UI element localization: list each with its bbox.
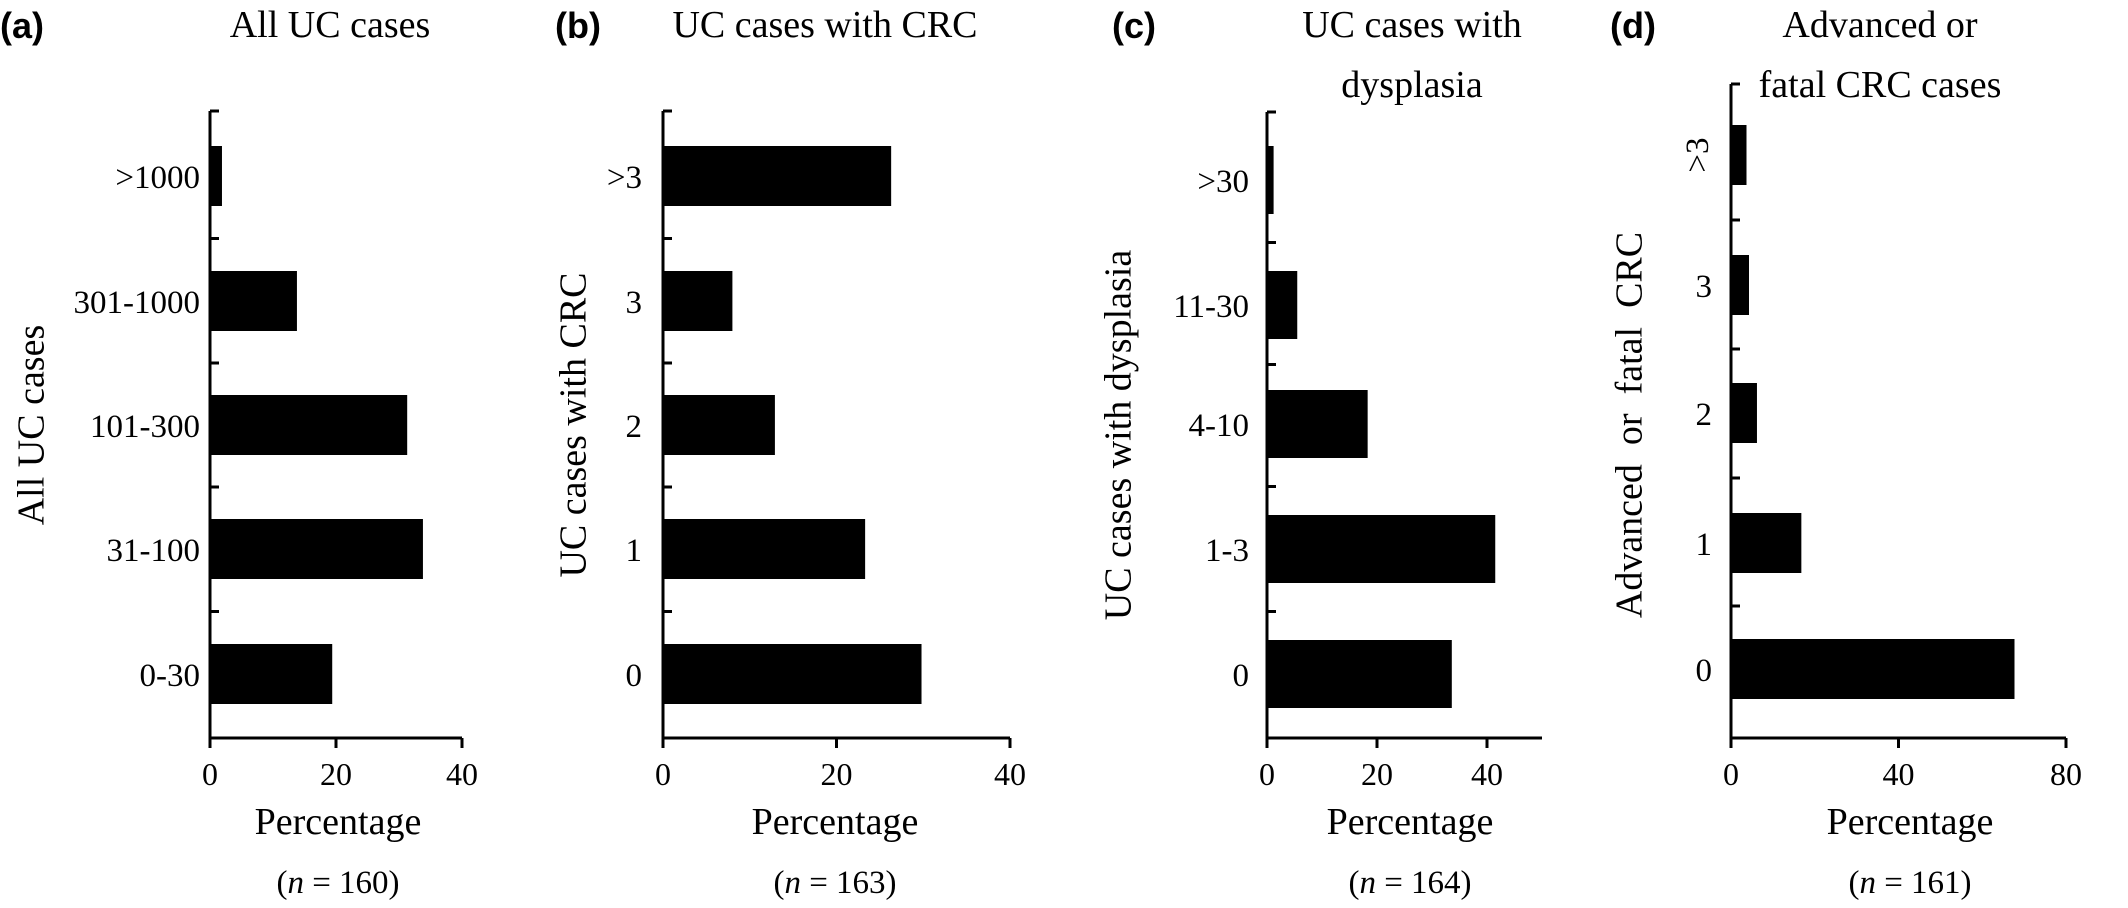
category-label: 2: [626, 409, 643, 445]
category-label: 301-1000: [74, 285, 201, 321]
y-axis-label: UC cases with dysplasia: [1098, 250, 1140, 621]
bar-2: [663, 395, 775, 455]
bar-1: [663, 519, 866, 579]
chart-panel-a: (a) All UC cases 0-30 31-100 101-300 301-1000…: [0, 4, 478, 901]
x-axis-label: Percentage: [752, 801, 919, 843]
bar-0: [663, 644, 922, 704]
chart-panel-c: (c) UC cases with dysplasia 0 1-3 4-10 11-30 >3…: [1098, 4, 1542, 901]
sample-size-note: (n = 163): [773, 865, 896, 901]
panel-title: UC cases with: [1302, 4, 1522, 46]
x-tick-label: 20: [1361, 756, 1393, 792]
category-label: 101-300: [90, 409, 200, 445]
x-tick-label: 40: [994, 756, 1026, 792]
bar-0: [1731, 639, 2015, 699]
category-label: 11-30: [1173, 289, 1249, 325]
panel-title: All UC cases: [230, 4, 431, 46]
panel-title: fatal CRC cases: [1759, 64, 2002, 106]
category-label: 3: [626, 285, 643, 321]
panel-label: (a): [0, 5, 44, 46]
chart-panel-b: (b) UC cases with CRC 0 1 2 3 >3 0 20 40 UC cases …: [553, 4, 1026, 901]
x-tick-label: 20: [821, 756, 853, 792]
x-tick-label: 40: [446, 756, 478, 792]
panel-title: dysplasia: [1341, 64, 1483, 106]
panel-label: (d): [1610, 5, 1656, 46]
x-tick-label: 0: [1259, 756, 1275, 792]
category-label: 31-100: [107, 533, 201, 569]
y-axis-label: UC cases with CRC: [553, 272, 595, 577]
sample-size-note: (n = 161): [1848, 865, 1971, 901]
category-label: >3: [607, 160, 642, 196]
category-label: 0: [1233, 658, 1250, 694]
panel-title: UC cases with CRC: [672, 4, 977, 46]
bar-1-3: [1267, 515, 1496, 583]
category-label: >1000: [115, 160, 200, 196]
x-tick-label: 80: [2050, 756, 2082, 792]
category-label: 2: [1696, 397, 1713, 433]
category-label: 4-10: [1189, 408, 1250, 444]
sample-size-note: (n = 164): [1348, 865, 1471, 901]
panel-title: Advanced or: [1782, 4, 1978, 46]
sample-size-note: (n = 160): [276, 865, 399, 901]
x-axis-label: Percentage: [255, 801, 422, 843]
bar-0-30: [210, 644, 333, 704]
category-label: 1: [1696, 527, 1713, 563]
bar-4-10: [1267, 390, 1368, 458]
x-axis-label: Percentage: [1827, 801, 1994, 843]
panel-label: (b): [555, 5, 601, 46]
x-tick-label: 0: [655, 756, 671, 792]
x-tick-label: 0: [202, 756, 218, 792]
chart-panel-d: (d) Advanced or fatal CRC cases 0 1 2 3 >3 0 40 80…: [1609, 4, 2082, 901]
category-label: 1-3: [1205, 533, 1249, 569]
category-label: >30: [1197, 164, 1249, 200]
y-axis-label: All UC cases: [11, 325, 53, 526]
x-tick-label: 20: [320, 756, 352, 792]
bar-101-300: [210, 395, 408, 455]
bar->30: [1267, 146, 1274, 214]
bar-301-1000: [210, 271, 297, 331]
x-tick-label: 40: [1471, 756, 1503, 792]
category-label: 0-30: [140, 658, 201, 694]
bar->3: [1731, 125, 1747, 185]
category-label: 0: [1696, 653, 1713, 689]
bar-3: [1731, 255, 1750, 315]
bar-3: [663, 271, 733, 331]
bar-0: [1267, 640, 1452, 708]
y-axis-label: Advanced or fatal CRC: [1609, 232, 1651, 618]
bar-31-100: [210, 519, 423, 579]
bar-1: [1731, 513, 1802, 573]
panel-label: (c): [1112, 5, 1156, 46]
bar-11-30: [1267, 271, 1298, 339]
category-label: 1: [626, 533, 643, 569]
category-label: 3: [1696, 269, 1713, 305]
x-axis-label: Percentage: [1327, 801, 1494, 843]
x-tick-label: 0: [1723, 756, 1739, 792]
bar-2: [1731, 383, 1757, 443]
x-tick-label: 40: [1883, 756, 1915, 792]
category-label: >3: [1680, 137, 1716, 172]
category-label: 0: [626, 658, 643, 694]
bar->1000: [210, 146, 222, 206]
bar->3: [663, 146, 892, 206]
